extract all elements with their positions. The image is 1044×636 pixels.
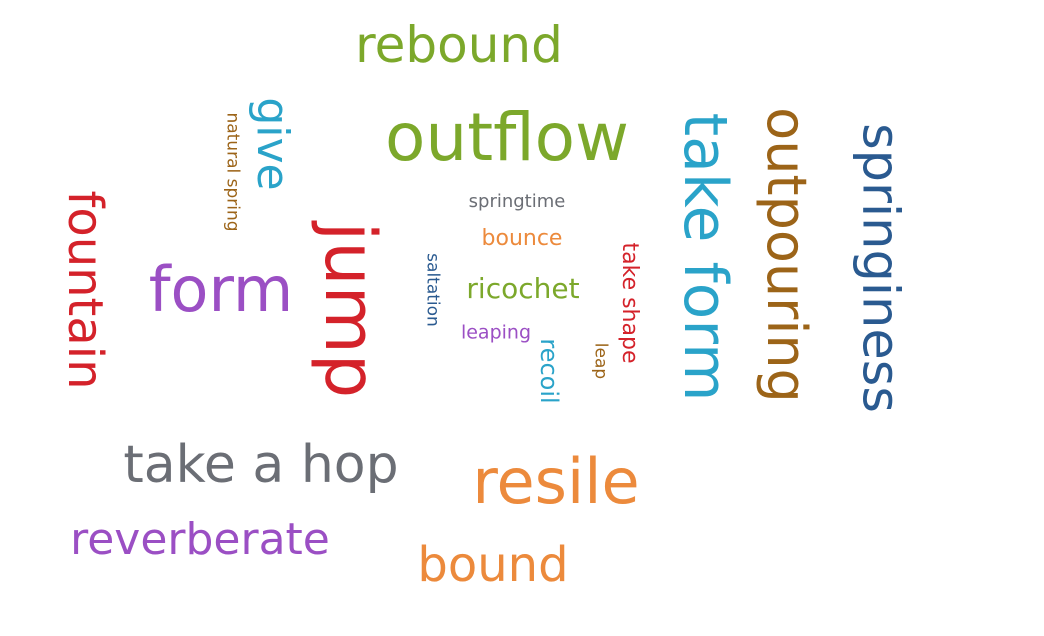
word-leap: leap [590,342,611,380]
word-outpouring: outpouring [755,107,818,403]
word-natural-spring: natural spring [222,112,243,232]
word-springtime: springtime [468,191,566,212]
word-outflow: outflow [384,99,630,176]
word-give: give [247,97,298,191]
word-saltation: saltation [422,253,443,327]
word-rebound: rebound [355,16,563,74]
word-take-a-hop: take a hop [123,435,399,495]
word-fountain: fountain [57,190,113,390]
word-reverberate: reverberate [70,514,330,565]
word-bounce: bounce [481,226,563,251]
word-take-form: take form [670,112,740,402]
word-resile: resile [472,445,640,518]
word-leaping: leaping [460,321,532,344]
word-recoil: recoil [535,338,563,404]
word-bound: bound [417,537,569,593]
word-springiness: springiness [850,123,910,413]
word-ricochet: ricochet [466,272,580,305]
word-take-shape: take shape [617,242,642,364]
word-jump: jump [309,221,391,399]
word-form: form [148,253,294,326]
